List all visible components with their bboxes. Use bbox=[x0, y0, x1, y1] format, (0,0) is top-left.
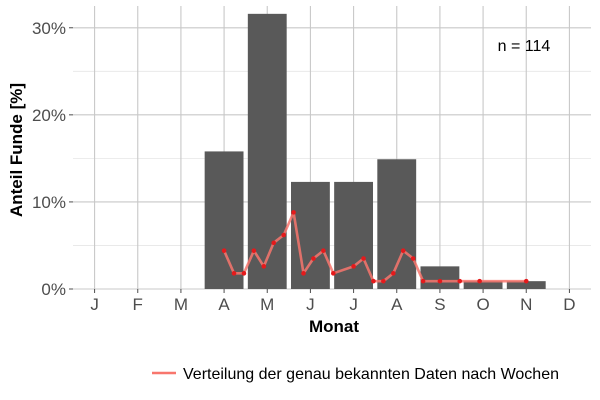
x-tick-label: S bbox=[434, 295, 445, 314]
x-tick-label: J bbox=[349, 295, 358, 314]
line-point bbox=[291, 210, 296, 215]
bar bbox=[377, 159, 417, 289]
x-tick-label: J bbox=[306, 295, 315, 314]
weekly-line-series bbox=[221, 210, 529, 284]
grid bbox=[73, 6, 591, 290]
line-point bbox=[271, 240, 277, 246]
line-point bbox=[301, 271, 306, 276]
line-point bbox=[251, 248, 257, 253]
bar bbox=[247, 13, 287, 290]
line-point bbox=[477, 278, 482, 284]
line-point bbox=[400, 248, 406, 253]
line-point bbox=[330, 271, 336, 276]
x-tick-label: N bbox=[520, 295, 532, 314]
line-point bbox=[351, 264, 356, 269]
line-point bbox=[457, 278, 463, 284]
legend: Verteilung der genau bekannten Daten nac… bbox=[152, 366, 559, 383]
line-point bbox=[523, 278, 529, 284]
x-axis-title: Monat bbox=[309, 317, 359, 336]
line-point bbox=[221, 248, 227, 253]
bar bbox=[420, 266, 460, 289]
plot-panel bbox=[73, 6, 591, 289]
bar bbox=[334, 181, 374, 289]
x-tick-label: F bbox=[133, 295, 143, 314]
y-tick-label: 0% bbox=[41, 280, 66, 299]
line-point bbox=[390, 271, 396, 276]
x-tick-label: M bbox=[260, 295, 274, 314]
line-point bbox=[241, 271, 247, 276]
sample-size-annotation: n = 114 bbox=[498, 38, 551, 55]
bars bbox=[204, 13, 546, 290]
line-point bbox=[231, 271, 237, 276]
line-point bbox=[381, 278, 386, 284]
x-tick-label: M bbox=[174, 295, 188, 314]
x-tick-label: A bbox=[391, 295, 403, 314]
legend-label: Verteilung der genau bekannten Daten nac… bbox=[183, 366, 559, 383]
x-tick-label: J bbox=[90, 295, 99, 314]
line-point bbox=[261, 264, 267, 269]
weekly-line bbox=[222, 211, 527, 283]
line-point bbox=[281, 232, 286, 238]
line-point bbox=[420, 278, 426, 284]
line-point bbox=[361, 256, 366, 261]
x-tick-label: D bbox=[563, 295, 575, 314]
line-point bbox=[321, 248, 326, 253]
y-tick-label: 30% bbox=[32, 19, 66, 38]
line-point bbox=[371, 278, 376, 284]
line-point bbox=[311, 256, 316, 261]
line-point bbox=[410, 256, 416, 261]
bar bbox=[506, 281, 546, 289]
y-axis-title: Anteil Funde [%] bbox=[7, 83, 26, 217]
y-axis: 0% 10% 20% 30% bbox=[32, 19, 73, 299]
bar bbox=[463, 281, 503, 289]
y-tick-label: 20% bbox=[32, 106, 66, 125]
y-tick-label: 10% bbox=[32, 193, 66, 212]
bar bbox=[204, 151, 244, 289]
x-tick-label: O bbox=[476, 295, 489, 314]
line-point bbox=[437, 278, 443, 284]
x-tick-label: A bbox=[218, 295, 230, 314]
